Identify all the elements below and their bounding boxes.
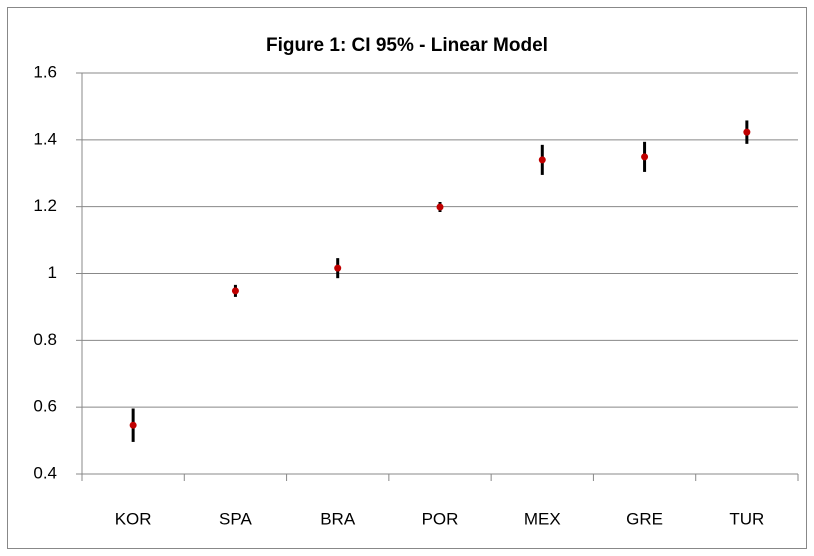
point [641,153,649,161]
y-tick-label: 0.4 [33,463,57,482]
y-tick-label: 1.2 [33,196,57,215]
point [538,156,546,164]
x-tick-label: POR [422,509,459,528]
x-tick-label: GRE [626,509,663,528]
point [334,264,342,272]
chart-title: Figure 1: CI 95% - Linear Model [266,35,548,56]
point [231,287,239,295]
point [129,421,137,429]
y-tick-label: 0.8 [33,330,57,349]
y-tick-label: 1.6 [33,62,57,81]
chart-border [7,7,807,549]
x-tick-label: BRA [320,509,356,528]
x-tick-label: TUR [729,509,764,528]
x-tick-label: MEX [524,509,561,528]
y-tick-label: 1 [48,263,57,282]
point [436,203,444,211]
x-tick-label: SPA [219,509,252,528]
y-tick-label: 0.6 [33,397,57,416]
x-tick-label: KOR [115,509,152,528]
point [743,128,751,136]
y-tick-label: 1.4 [33,129,57,148]
